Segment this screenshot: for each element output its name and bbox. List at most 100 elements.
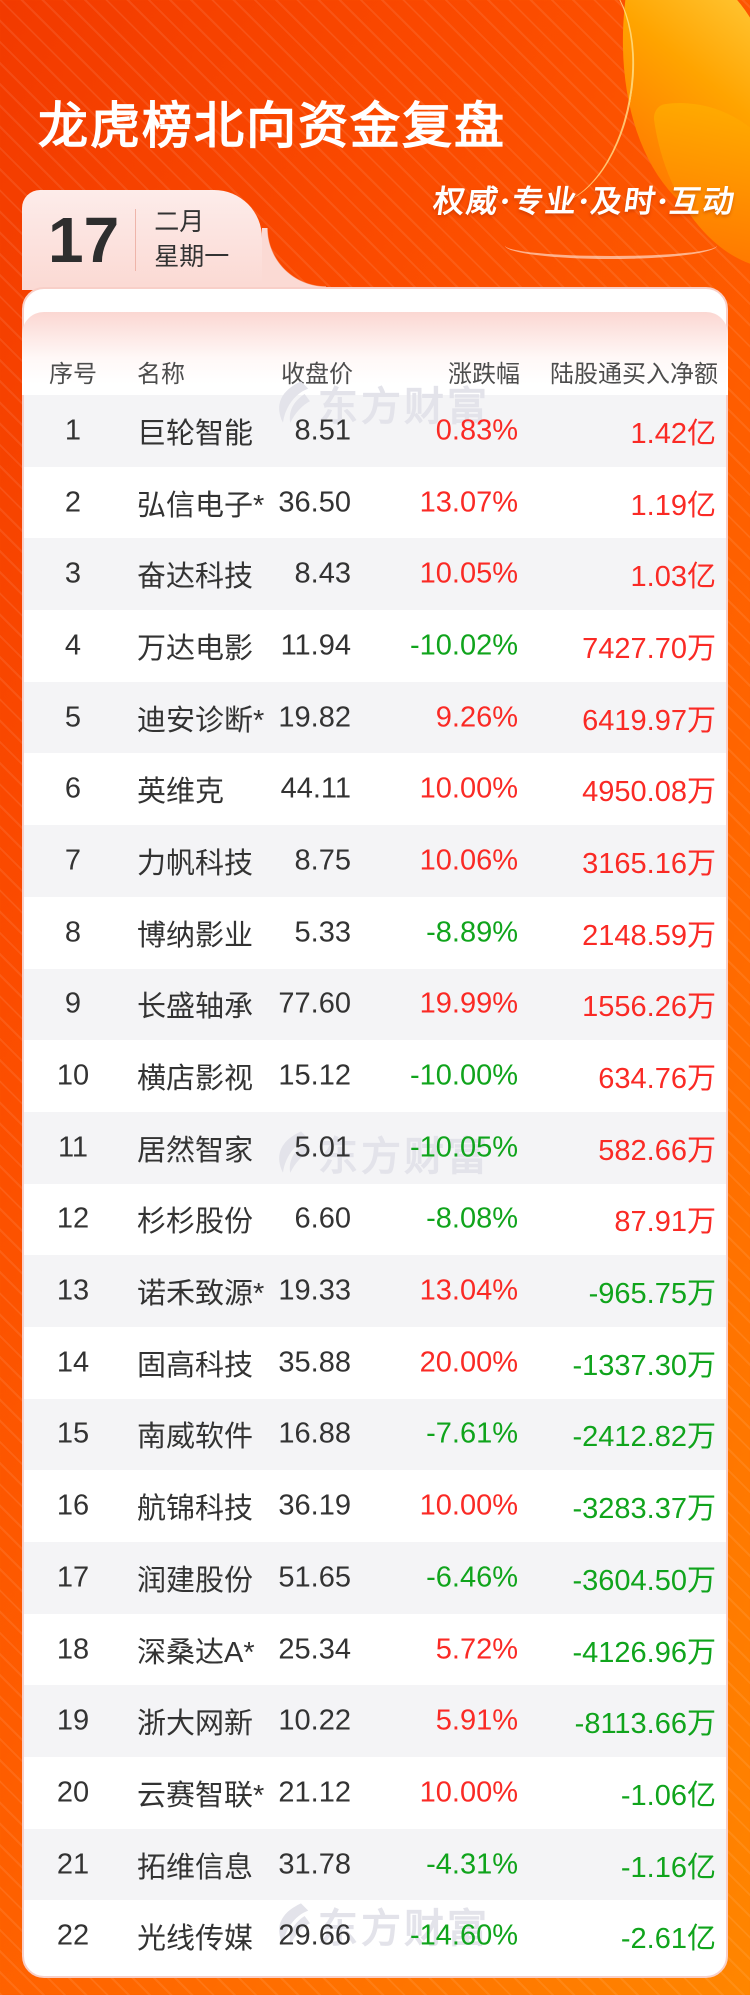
cell-change: -8.08% xyxy=(426,1202,518,1235)
cell-change: -6.46% xyxy=(426,1561,518,1594)
table-row: 5 迪安诊断* 19.82 9.26% 6419.97万 xyxy=(24,681,726,754)
cell-close: 5.33 xyxy=(294,916,351,949)
col-header-change: 涨跌幅 xyxy=(448,361,520,388)
cell-close: 35.88 xyxy=(278,1346,351,1379)
cell-change: -10.05% xyxy=(409,1131,518,1164)
table-row: 21 拓维信息 31.78 -4.31% -1.16亿 xyxy=(24,1828,726,1901)
cell-name: 居然智家 xyxy=(137,1134,254,1167)
cell-close: 16.88 xyxy=(278,1417,351,1450)
cell-seq: 11 xyxy=(57,1131,89,1164)
cell-seq: 6 xyxy=(64,772,82,805)
cell-name: 奋达科技 xyxy=(137,561,254,594)
cell-netbuy: -3604.50万 xyxy=(572,1564,717,1597)
cell-netbuy: -2.61亿 xyxy=(620,1923,716,1956)
cell-close: 8.75 xyxy=(294,844,351,877)
cell-netbuy: -1.16亿 xyxy=(620,1851,716,1884)
cell-name: 深桑达A* xyxy=(137,1636,255,1669)
cell-netbuy: 7427.70万 xyxy=(582,632,716,665)
date-month: 二月 xyxy=(154,208,205,236)
date-divider xyxy=(135,209,137,271)
cell-close: 19.33 xyxy=(278,1274,351,1307)
cell-name: 固高科技 xyxy=(137,1349,254,1382)
cell-change: 20.00% xyxy=(419,1346,518,1379)
table-row: 8 博纳影业 5.33 -8.89% 2148.59万 xyxy=(24,897,726,969)
date-card-curve xyxy=(262,228,326,288)
col-header-netbuy: 陆股通买入净额 xyxy=(550,361,718,388)
cell-seq: 10 xyxy=(56,1059,90,1092)
col-header-seq: 序号 xyxy=(49,361,97,388)
cell-netbuy: 1.03亿 xyxy=(630,561,716,594)
cell-close: 10.22 xyxy=(278,1704,351,1737)
cell-seq: 5 xyxy=(64,701,82,734)
cell-change: -10.00% xyxy=(409,1059,518,1092)
cell-close: 51.65 xyxy=(278,1561,351,1594)
cell-netbuy: 1.19亿 xyxy=(630,489,716,522)
cell-change: -14.60% xyxy=(409,1919,518,1952)
table-header: 序号 名称 收盘价 涨跌幅 陆股通买入净额 xyxy=(22,312,728,395)
cell-close: 36.50 xyxy=(278,486,351,519)
cell-change: 10.05% xyxy=(419,557,518,590)
table-row: 3 奋达科技 8.43 10.05% 1.03亿 xyxy=(24,538,726,611)
table-row: 4 万达电影 11.94 -10.02% 7427.70万 xyxy=(24,610,726,682)
cell-name: 诺禾致源* xyxy=(137,1278,265,1311)
col-header-close: 收盘价 xyxy=(281,361,353,388)
cell-change: 10.06% xyxy=(419,844,518,877)
cell-netbuy: -1.06亿 xyxy=(620,1779,716,1812)
brand-slogan: 权威·专业·及时·互动 xyxy=(430,184,739,220)
table-row: 11 居然智家 5.01 -10.05% 582.66万 xyxy=(24,1111,726,1184)
table-row: 18 深桑达A* 25.34 5.72% -4126.96万 xyxy=(24,1614,726,1686)
cell-name: 光线传媒 xyxy=(137,1923,254,1956)
cell-change: 10.00% xyxy=(419,1489,518,1522)
table-body: 1 巨轮智能 8.51 0.83% 1.42亿 2 弘信电子* 36.50 13… xyxy=(24,395,726,1972)
date-weekday: 星期一 xyxy=(154,243,230,271)
table-row: 9 长盛轴承 77.60 19.99% 1556.26万 xyxy=(24,968,726,1041)
cell-netbuy: 634.76万 xyxy=(598,1063,716,1096)
cell-change: 13.04% xyxy=(419,1274,518,1307)
cell-seq: 15 xyxy=(56,1417,90,1450)
cell-name: 巨轮智能 xyxy=(137,417,254,450)
cell-name: 拓维信息 xyxy=(137,1851,254,1884)
cell-change: 10.00% xyxy=(419,772,518,805)
cell-change: 5.72% xyxy=(435,1633,518,1666)
cell-netbuy: -4126.96万 xyxy=(572,1636,717,1669)
cell-close: 8.51 xyxy=(294,414,351,447)
table-row: 1 巨轮智能 8.51 0.83% 1.42亿 xyxy=(24,395,726,467)
cell-seq: 22 xyxy=(56,1919,90,1952)
cell-close: 29.66 xyxy=(278,1919,351,1952)
cell-seq: 14 xyxy=(56,1346,90,1379)
date-day: 17 xyxy=(48,204,120,276)
cell-close: 36.19 xyxy=(278,1489,351,1522)
cell-seq: 16 xyxy=(56,1489,90,1522)
cell-netbuy: 582.66万 xyxy=(598,1134,716,1167)
cell-close: 19.82 xyxy=(278,701,351,734)
table-row: 14 固高科技 35.88 20.00% -1337.30万 xyxy=(24,1327,726,1399)
table-row: 19 浙大网新 10.22 5.91% -8113.66万 xyxy=(24,1685,726,1758)
cell-seq: 8 xyxy=(64,916,82,949)
cell-seq: 18 xyxy=(56,1633,90,1666)
cell-seq: 12 xyxy=(56,1202,90,1235)
date-card: 17 二月 星期一 xyxy=(22,190,262,290)
table-row: 20 云赛智联* 21.12 10.00% -1.06亿 xyxy=(24,1757,726,1829)
table-row: 17 润建股份 51.65 -6.46% -3604.50万 xyxy=(24,1542,726,1614)
cell-netbuy: 87.91万 xyxy=(614,1206,716,1239)
cell-netbuy: 4950.08万 xyxy=(582,776,716,809)
cell-change: -10.02% xyxy=(409,629,518,662)
cell-seq: 2 xyxy=(64,486,82,519)
table-row: 13 诺禾致源* 19.33 13.04% -965.75万 xyxy=(24,1255,726,1327)
cell-name: 横店影视 xyxy=(137,1063,254,1096)
cell-name: 万达电影 xyxy=(137,632,254,665)
table-row: 15 南威软件 16.88 -7.61% -2412.82万 xyxy=(24,1398,726,1471)
cell-close: 77.60 xyxy=(278,987,351,1020)
cell-close: 5.01 xyxy=(294,1131,351,1164)
cell-netbuy: -8113.66万 xyxy=(574,1708,716,1741)
cell-seq: 19 xyxy=(56,1704,90,1737)
table-row: 10 横店影视 15.12 -10.00% 634.76万 xyxy=(24,1040,726,1112)
cell-change: 0.83% xyxy=(435,414,518,447)
table-row: 16 航锦科技 36.19 10.00% -3283.37万 xyxy=(24,1470,726,1542)
cell-netbuy: -965.75万 xyxy=(588,1278,716,1311)
table-row: 22 光线传媒 29.66 -14.60% -2.61亿 xyxy=(24,1900,726,1972)
cell-seq: 9 xyxy=(64,987,82,1020)
cell-close: 6.60 xyxy=(294,1202,351,1235)
table-row: 12 杉杉股份 6.60 -8.08% 87.91万 xyxy=(24,1184,726,1256)
